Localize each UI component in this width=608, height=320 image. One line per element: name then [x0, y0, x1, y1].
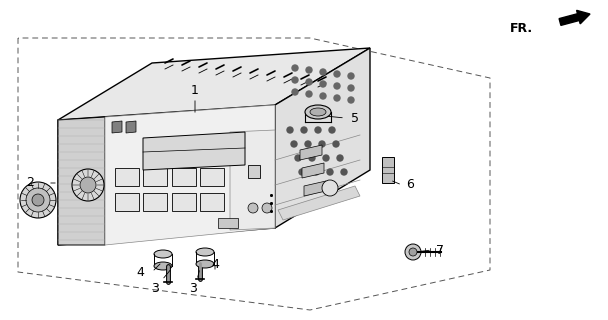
FancyArrow shape	[559, 10, 590, 25]
Circle shape	[248, 203, 258, 213]
Text: 6: 6	[406, 179, 414, 191]
Circle shape	[26, 188, 50, 212]
Polygon shape	[126, 121, 136, 133]
Ellipse shape	[154, 250, 172, 258]
Polygon shape	[200, 193, 224, 211]
Circle shape	[301, 127, 307, 133]
Circle shape	[348, 97, 354, 103]
Circle shape	[306, 91, 312, 97]
Circle shape	[334, 83, 340, 89]
Text: 3: 3	[151, 282, 159, 294]
Text: 4: 4	[211, 259, 219, 271]
Circle shape	[405, 244, 421, 260]
Ellipse shape	[196, 248, 214, 256]
Circle shape	[409, 248, 417, 256]
Polygon shape	[115, 168, 139, 186]
Circle shape	[320, 81, 326, 87]
Polygon shape	[58, 48, 370, 120]
Circle shape	[287, 127, 293, 133]
Circle shape	[292, 65, 298, 71]
Circle shape	[292, 89, 298, 95]
Text: 4: 4	[136, 266, 144, 278]
Polygon shape	[172, 193, 196, 211]
Circle shape	[305, 141, 311, 147]
Polygon shape	[58, 117, 105, 245]
Circle shape	[322, 180, 338, 196]
Circle shape	[337, 155, 343, 161]
Circle shape	[341, 169, 347, 175]
Circle shape	[291, 141, 297, 147]
Polygon shape	[143, 132, 245, 170]
Polygon shape	[302, 163, 324, 178]
Circle shape	[320, 69, 326, 75]
Circle shape	[334, 71, 340, 77]
Circle shape	[313, 169, 319, 175]
Text: 2: 2	[26, 177, 34, 189]
Polygon shape	[112, 121, 122, 133]
Circle shape	[334, 95, 340, 101]
Polygon shape	[300, 145, 322, 160]
Circle shape	[348, 73, 354, 79]
Polygon shape	[200, 168, 224, 186]
Circle shape	[329, 127, 335, 133]
Circle shape	[80, 177, 96, 193]
Circle shape	[299, 169, 305, 175]
Polygon shape	[143, 168, 167, 186]
Text: 5: 5	[351, 111, 359, 124]
Circle shape	[20, 182, 56, 218]
Circle shape	[323, 155, 329, 161]
Circle shape	[295, 155, 301, 161]
Text: 3: 3	[189, 282, 197, 294]
Circle shape	[319, 141, 325, 147]
Polygon shape	[115, 193, 139, 211]
Polygon shape	[143, 193, 167, 211]
Circle shape	[333, 141, 339, 147]
Polygon shape	[172, 168, 196, 186]
Circle shape	[348, 85, 354, 91]
Polygon shape	[218, 218, 238, 228]
Text: FR.: FR.	[510, 21, 533, 35]
Circle shape	[306, 79, 312, 85]
Circle shape	[72, 169, 104, 201]
Polygon shape	[105, 105, 275, 245]
Ellipse shape	[154, 262, 172, 270]
Circle shape	[309, 155, 315, 161]
Polygon shape	[58, 105, 275, 245]
Circle shape	[315, 127, 321, 133]
Text: 7: 7	[436, 244, 444, 257]
Ellipse shape	[196, 260, 214, 268]
Polygon shape	[278, 186, 360, 220]
Polygon shape	[230, 130, 275, 230]
Circle shape	[32, 194, 44, 206]
Ellipse shape	[310, 108, 326, 116]
Circle shape	[306, 67, 312, 73]
Polygon shape	[304, 181, 326, 196]
Polygon shape	[382, 157, 394, 183]
Polygon shape	[275, 48, 370, 228]
Circle shape	[327, 169, 333, 175]
Polygon shape	[248, 165, 260, 178]
Ellipse shape	[305, 105, 331, 119]
Circle shape	[292, 77, 298, 83]
Circle shape	[320, 93, 326, 99]
Text: 1: 1	[191, 84, 199, 97]
Circle shape	[262, 203, 272, 213]
